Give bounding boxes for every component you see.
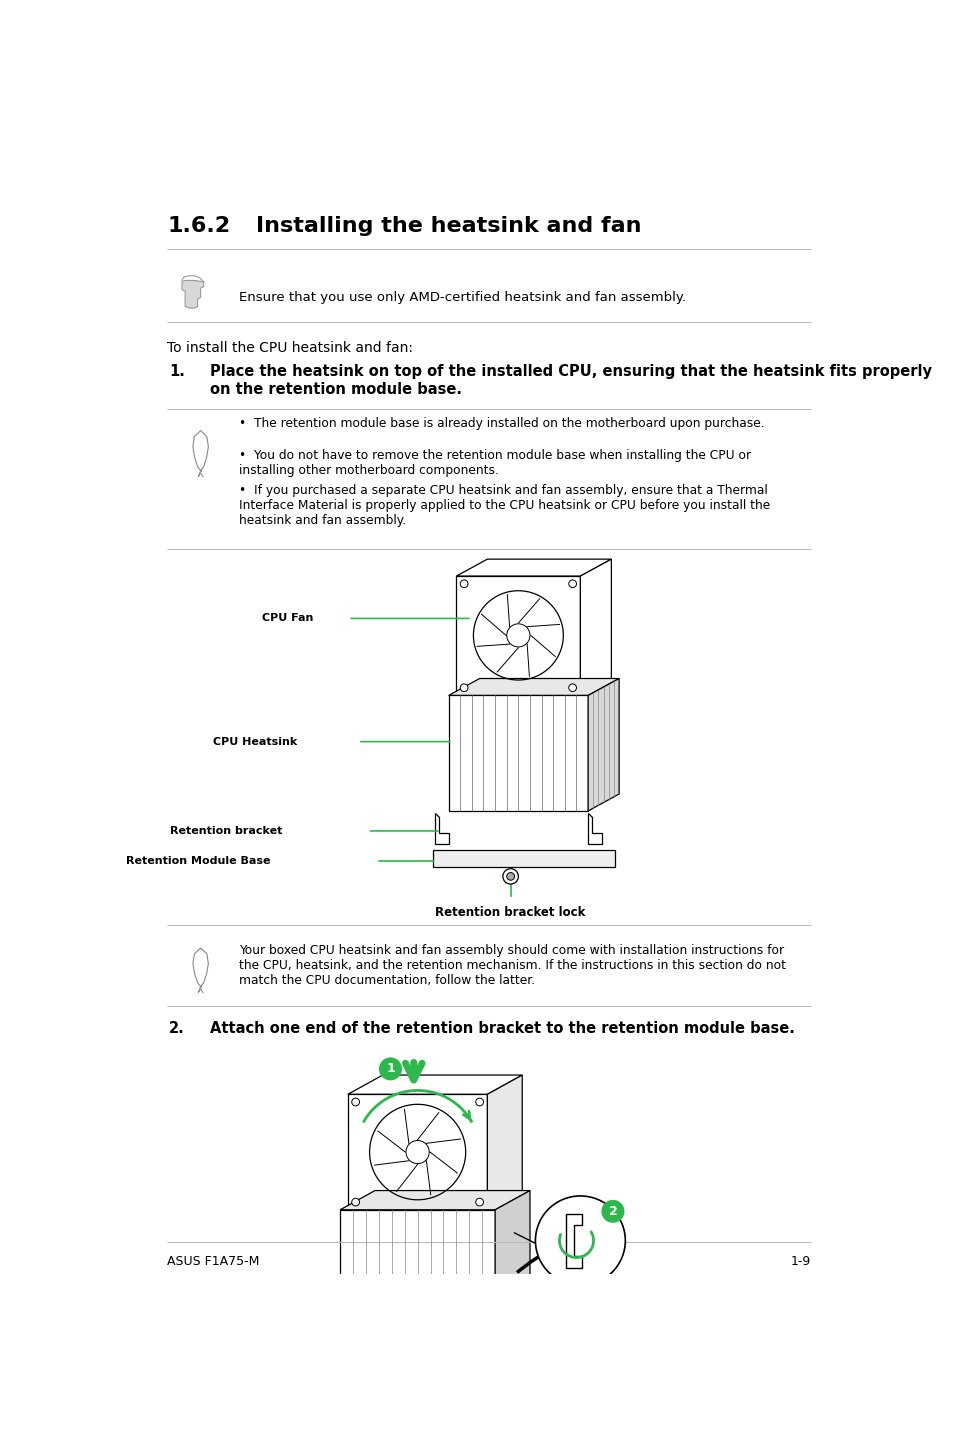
- Text: 1-9: 1-9: [789, 1254, 810, 1267]
- Polygon shape: [495, 1190, 530, 1317]
- Circle shape: [476, 1098, 483, 1106]
- Circle shape: [535, 1196, 624, 1286]
- Text: 1: 1: [386, 1063, 395, 1075]
- Circle shape: [506, 872, 514, 881]
- Polygon shape: [587, 679, 618, 811]
- Polygon shape: [497, 1317, 510, 1352]
- Text: 5: 5: [605, 1285, 614, 1297]
- Polygon shape: [587, 813, 601, 843]
- Polygon shape: [193, 431, 208, 471]
- Circle shape: [402, 1322, 424, 1343]
- Circle shape: [568, 580, 576, 587]
- FancyBboxPatch shape: [605, 1317, 613, 1323]
- Circle shape: [502, 869, 517, 884]
- Polygon shape: [326, 1317, 341, 1352]
- Text: Retention bracket lock: Retention bracket lock: [435, 905, 585, 919]
- FancyBboxPatch shape: [603, 1293, 616, 1310]
- Text: 1.: 1.: [169, 364, 185, 379]
- Polygon shape: [182, 281, 204, 308]
- Polygon shape: [448, 696, 587, 811]
- Text: Ensure that you use only AMD-certified heatsink and fan assembly.: Ensure that you use only AMD-certified h…: [239, 291, 685, 304]
- FancyBboxPatch shape: [324, 1350, 525, 1363]
- Text: •  You do not have to remove the retention module base when installing the CPU o: • You do not have to remove the retentio…: [239, 450, 751, 477]
- Polygon shape: [456, 558, 611, 576]
- Circle shape: [459, 580, 468, 587]
- Text: CPU Heatsink: CPU Heatsink: [213, 736, 297, 746]
- Text: •  If you purchased a separate CPU heatsink and fan assembly, ensure that a Ther: • If you purchased a separate CPU heatsi…: [239, 484, 770, 527]
- Text: Retention bracket: Retention bracket: [170, 826, 282, 836]
- Circle shape: [459, 684, 468, 692]
- Circle shape: [352, 1199, 359, 1206]
- Text: 2.: 2.: [169, 1021, 185, 1037]
- Polygon shape: [487, 1075, 521, 1210]
- Text: Installing the heatsink and fan: Installing the heatsink and fan: [256, 216, 641, 236]
- Circle shape: [476, 1199, 483, 1206]
- Text: 4: 4: [409, 1326, 417, 1339]
- Polygon shape: [193, 948, 208, 987]
- Polygon shape: [348, 1075, 521, 1094]
- Text: Your boxed CPU heatsink and fan assembly should come with installation instructi: Your boxed CPU heatsink and fan assembly…: [239, 944, 785, 987]
- Polygon shape: [579, 558, 611, 696]
- Polygon shape: [435, 813, 448, 843]
- Text: Attach one end of the retention bracket to the retention module base.: Attach one end of the retention bracket …: [210, 1021, 794, 1037]
- Polygon shape: [566, 1214, 581, 1267]
- Polygon shape: [456, 576, 579, 696]
- Text: 1.6.2: 1.6.2: [167, 216, 231, 236]
- Circle shape: [379, 1058, 401, 1080]
- Text: To install the CPU heatsink and fan:: To install the CPU heatsink and fan:: [167, 341, 413, 355]
- Text: ASUS F1A75-M: ASUS F1A75-M: [167, 1254, 259, 1267]
- Polygon shape: [348, 1094, 487, 1210]
- Text: CPU Fan: CPU Fan: [261, 613, 313, 623]
- Circle shape: [601, 1200, 623, 1221]
- Text: Place the heatsink on top of the installed CPU, ensuring that the heatsink fits : Place the heatsink on top of the install…: [210, 364, 931, 397]
- Circle shape: [289, 1333, 311, 1355]
- Polygon shape: [340, 1210, 495, 1317]
- Circle shape: [568, 684, 576, 692]
- Circle shape: [352, 1098, 359, 1106]
- Circle shape: [598, 1280, 620, 1302]
- Text: 2: 2: [608, 1204, 617, 1217]
- Polygon shape: [340, 1190, 530, 1210]
- Text: •  The retention module base is already installed on the motherboard upon purcha: • The retention module base is already i…: [239, 417, 764, 430]
- Text: 3: 3: [295, 1337, 304, 1350]
- Text: Retention Module Base: Retention Module Base: [126, 856, 270, 866]
- Polygon shape: [448, 679, 618, 696]
- FancyBboxPatch shape: [433, 851, 615, 868]
